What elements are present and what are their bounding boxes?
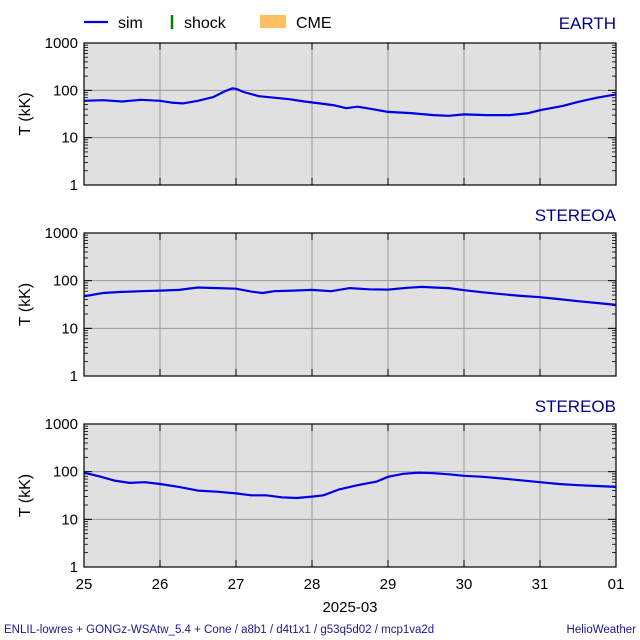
legend-item-cme: CME <box>260 15 332 32</box>
x-axis: 25 26 27 28 29 30 31 01 <box>76 576 625 593</box>
panel-title-stereoa: STEREOA <box>535 206 617 225</box>
y-tick-label: 1 <box>70 559 78 576</box>
panel-stereoa: 1 10 100 1000 T (kK) STEREOA <box>17 206 617 385</box>
panel-title-earth: EARTH <box>559 14 616 33</box>
panel-background <box>84 233 616 376</box>
panel-stereob: 1 10 100 1000 T (kK) STEREOB <box>17 397 617 576</box>
y-axis-label: T (kK) <box>17 283 34 326</box>
y-tick-label: 1000 <box>45 225 78 242</box>
x-tick-label: 26 <box>152 576 169 593</box>
footer-brand: HelioWeather <box>567 624 637 636</box>
y-tick-label: 1000 <box>45 416 78 433</box>
series-line-sim-stereoa <box>83 285 617 306</box>
x-tick-label: 30 <box>456 576 473 593</box>
legend-item-sim: sim <box>84 15 143 32</box>
legend-swatch-cme <box>260 15 286 28</box>
legend-label-shock: shock <box>184 15 227 32</box>
panel-earth: 1 10 100 1000 T (kK) EARTH <box>17 14 617 194</box>
y-tick-label: 100 <box>53 273 78 290</box>
legend-label-sim: sim <box>118 15 143 32</box>
y-axis-label: T (kK) <box>17 474 34 517</box>
x-tick-label: 28 <box>304 576 321 593</box>
y-tick-label: 100 <box>53 82 78 99</box>
panel-frame <box>83 232 617 377</box>
x-axis-label: 2025-03 <box>322 599 377 616</box>
legend-label-cme: CME <box>296 15 332 32</box>
series-line-sim-stereob <box>83 471 617 500</box>
panels: 1 10 100 1000 T (kK) EARTH 1 10 100 1000 T (kK) STE… <box>17 14 617 576</box>
x-tick-label: 31 <box>532 576 549 593</box>
legend-item-shock: shock <box>170 15 227 32</box>
y-tick-label: 10 <box>61 511 78 528</box>
y-tick-label: 10 <box>61 320 78 337</box>
x-tick-label: 27 <box>228 576 245 593</box>
series-line-sim-earth <box>83 87 617 117</box>
panel-background <box>84 43 616 185</box>
y-tick-label: 100 <box>53 464 78 481</box>
x-tick-label: 29 <box>380 576 397 593</box>
y-tick-label: 1 <box>70 368 78 385</box>
legend: sim shock CME <box>84 15 332 32</box>
y-axis-label: T (kK) <box>17 92 34 135</box>
panel-background <box>84 424 616 567</box>
panel-title-stereob: STEREOB <box>535 397 616 416</box>
footer-model-description: ENLIL-lowres + GONGz-WSAtw_5.4 + Cone / … <box>4 624 434 636</box>
x-tick-label: 25 <box>76 576 93 593</box>
y-tick-label: 10 <box>61 130 78 147</box>
x-tick-label: 01 <box>608 576 625 593</box>
panel-frame <box>83 42 617 186</box>
panel-frame <box>83 423 617 568</box>
y-tick-label: 1000 <box>45 35 78 52</box>
y-tick-label: 1 <box>70 177 78 194</box>
